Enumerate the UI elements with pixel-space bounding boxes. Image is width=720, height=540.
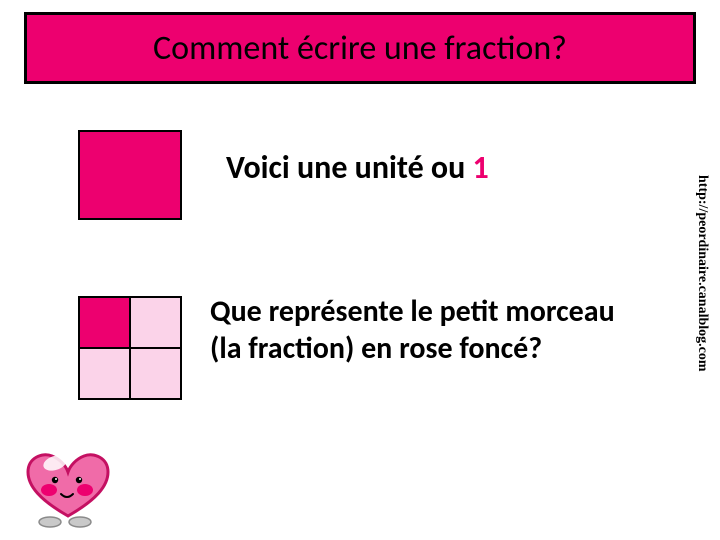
source-url: http://peordinaire.canalblog.com [690,175,710,455]
title-banner: Comment écrire une fraction? [24,12,696,84]
fraction-grid [78,296,182,400]
title-text: Comment écrire une fraction? [153,28,567,69]
heart-icon [22,450,114,528]
heart-foot-left [39,517,61,527]
fraction-cell-3 [130,348,182,400]
unit-square [78,130,182,220]
fraction-cell-2 [78,348,130,400]
fraction-cell-0 [78,296,130,348]
heart-body [28,455,108,516]
unit-caption: Voici une unité ou 1 [226,148,489,187]
unit-caption-number: 1 [473,148,489,187]
fraction-cell-1 [130,296,182,348]
heart-cheek-left [41,484,57,496]
heart-eye-left [52,477,58,483]
fraction-question: Que représente le petit morceau (la frac… [210,294,630,367]
unit-caption-prefix: Voici une unité ou [226,148,473,187]
heart-eye-right [76,477,82,483]
heart-cheek-right [77,484,93,496]
heart-foot-right [69,517,91,527]
